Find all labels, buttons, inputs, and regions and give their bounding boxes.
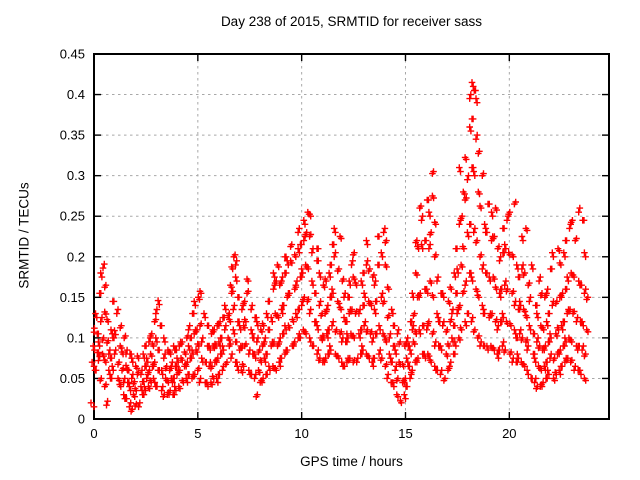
y-tick-label: 0.45 [60, 47, 85, 62]
y-tick-label: 0.4 [67, 87, 85, 102]
x-tick-label: 5 [194, 426, 201, 441]
chart-title: Day 238 of 2015, SRMTID for receiver sas… [220, 14, 483, 29]
y-tick-label: 0.35 [60, 128, 85, 143]
y-tick-label: 0.15 [60, 290, 85, 305]
scatter-plus-markers [87, 79, 592, 415]
x-tick-label: 15 [398, 426, 412, 441]
y-tick-label: 0.3 [67, 168, 85, 183]
y-tick-label: 0.05 [60, 371, 85, 386]
y-tick-label: 0 [78, 412, 85, 427]
y-tick-label: 0.25 [60, 209, 85, 224]
y-tick-label: 0.2 [67, 249, 85, 264]
x-tick-label: 20 [502, 426, 516, 441]
x-tick-label: 0 [90, 426, 97, 441]
x-tick-label: 10 [294, 426, 308, 441]
data-points [87, 79, 592, 415]
x-axis-label: GPS time / hours [300, 454, 403, 469]
axes-and-ticks: 0 0.05 0.1 0.15 0.2 0.25 0.3 0.35 0.4 0.45 0 5 10 15 2… [60, 47, 610, 441]
y-tick-label: 0.1 [67, 330, 85, 345]
gridlines [94, 54, 609, 419]
